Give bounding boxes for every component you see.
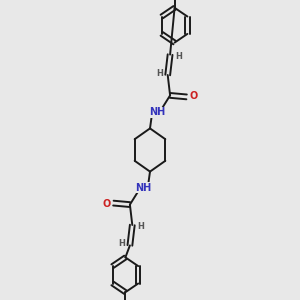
Text: O: O bbox=[103, 199, 111, 209]
Text: NH: NH bbox=[149, 107, 165, 117]
Text: O: O bbox=[189, 91, 197, 101]
Text: H: H bbox=[118, 239, 125, 248]
Text: NH: NH bbox=[135, 183, 151, 193]
Text: H: H bbox=[137, 222, 144, 231]
Text: H: H bbox=[156, 69, 163, 78]
Text: H: H bbox=[175, 52, 182, 61]
